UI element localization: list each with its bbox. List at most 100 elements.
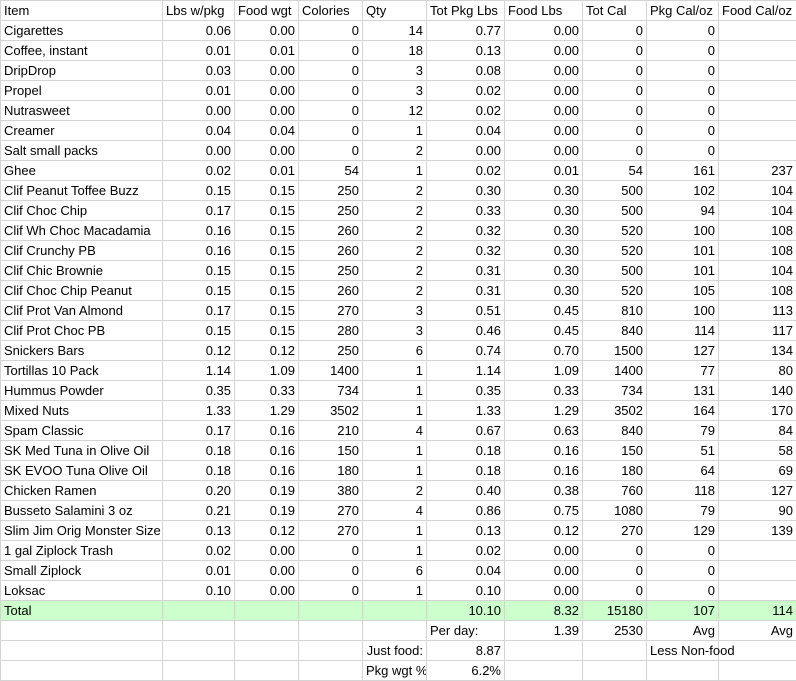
cell: Creamer bbox=[0, 120, 163, 141]
just-food-row: Just food: 8.87 Less Non-food bbox=[0, 640, 796, 661]
cell: 1 bbox=[362, 440, 427, 461]
cell bbox=[234, 620, 299, 641]
cell: Per day: bbox=[426, 620, 505, 641]
cell: Pkg wgt %: bbox=[362, 660, 427, 681]
cell: 0.08 bbox=[426, 60, 505, 81]
cell: 0 bbox=[646, 100, 719, 121]
cell bbox=[298, 660, 363, 681]
cell: 0.00 bbox=[504, 580, 583, 601]
cell: 0.33 bbox=[504, 380, 583, 401]
cell: 0.15 bbox=[162, 280, 235, 301]
summary: Total 10.10 8.32 15180 107 114 Per day: … bbox=[0, 600, 796, 681]
cell: 79 bbox=[646, 500, 719, 521]
cell: 0.35 bbox=[426, 380, 505, 401]
cell: 0.10 bbox=[426, 580, 505, 601]
cell: 0.15 bbox=[234, 220, 299, 241]
cell: 0.00 bbox=[504, 20, 583, 41]
cell: 0 bbox=[298, 120, 363, 141]
cell: 0.00 bbox=[504, 100, 583, 121]
cell: 129 bbox=[646, 520, 719, 541]
cell: 0.00 bbox=[504, 120, 583, 141]
item-row: Busseto Salamini 3 oz 0.21 0.19 270 4 0.86 0.7… bbox=[0, 500, 796, 521]
cell: Busseto Salamini 3 oz bbox=[0, 500, 163, 521]
cell: 0.00 bbox=[234, 140, 299, 161]
cell: 1 bbox=[362, 380, 427, 401]
cell: 118 bbox=[646, 480, 719, 501]
cell: 4 bbox=[362, 500, 427, 521]
cell bbox=[718, 120, 796, 141]
cell bbox=[718, 660, 796, 681]
cell: 64 bbox=[646, 460, 719, 481]
cell bbox=[0, 660, 163, 681]
cell: 1.29 bbox=[234, 400, 299, 421]
cell: 0 bbox=[582, 20, 647, 41]
cell: 77 bbox=[646, 360, 719, 381]
cell bbox=[718, 540, 796, 561]
cell bbox=[234, 600, 299, 621]
cell: 0.18 bbox=[426, 460, 505, 481]
cell bbox=[362, 620, 427, 641]
item-row: Clif Chic Brownie 0.15 0.15 250 2 0.31 0.30 500… bbox=[0, 260, 796, 281]
cell: Lbs w/pkg bbox=[162, 0, 235, 21]
cell: 1 bbox=[362, 580, 427, 601]
cell: 90 bbox=[718, 500, 796, 521]
cell bbox=[298, 600, 363, 621]
cell: 250 bbox=[298, 180, 363, 201]
item-row: Clif Peanut Toffee Buzz 0.15 0.15 250 2 0.30 0… bbox=[0, 180, 796, 201]
item-row: SK Med Tuna in Olive Oil 0.18 0.16 150 1 0.18… bbox=[0, 440, 796, 461]
cell: 0.00 bbox=[504, 80, 583, 101]
cell: 1 bbox=[362, 400, 427, 421]
cell: 0.13 bbox=[162, 520, 235, 541]
cell: 0 bbox=[646, 560, 719, 581]
cell: 0.63 bbox=[504, 420, 583, 441]
cell: 80 bbox=[718, 360, 796, 381]
cell: 0.16 bbox=[162, 220, 235, 241]
cell: 102 bbox=[646, 180, 719, 201]
cell: 0.30 bbox=[504, 200, 583, 221]
cell: 0.13 bbox=[426, 520, 505, 541]
cell: 260 bbox=[298, 220, 363, 241]
cell: 2 bbox=[362, 220, 427, 241]
cell: 0 bbox=[582, 540, 647, 561]
cell bbox=[718, 20, 796, 41]
cell: 6.2% bbox=[426, 660, 505, 681]
cell: 2 bbox=[362, 240, 427, 261]
cell: Avg bbox=[718, 620, 796, 641]
cell: 270 bbox=[298, 300, 363, 321]
cell: 0.15 bbox=[162, 180, 235, 201]
cell: Mixed Nuts bbox=[0, 400, 163, 421]
cell: 0.32 bbox=[426, 220, 505, 241]
cell: 0.12 bbox=[162, 340, 235, 361]
cell: 0.03 bbox=[162, 60, 235, 81]
cell: 520 bbox=[582, 240, 647, 261]
cell: Slim Jim Orig Monster Size bbox=[0, 520, 163, 541]
cell: 734 bbox=[298, 380, 363, 401]
cell: 0.18 bbox=[426, 440, 505, 461]
cell: Tot Pkg Lbs bbox=[426, 0, 505, 21]
cell: 0.06 bbox=[162, 20, 235, 41]
cell: Chicken Ramen bbox=[0, 480, 163, 501]
cell: Tot Cal bbox=[582, 0, 647, 21]
cell: 0 bbox=[298, 20, 363, 41]
cell: 380 bbox=[298, 480, 363, 501]
cell: 101 bbox=[646, 240, 719, 261]
cell: 3 bbox=[362, 320, 427, 341]
cell: 260 bbox=[298, 240, 363, 261]
cell: Pkg Cal/oz bbox=[646, 0, 719, 21]
cell: 0.13 bbox=[426, 40, 505, 61]
cell: Clif Choc Chip Peanut bbox=[0, 280, 163, 301]
cell: 500 bbox=[582, 180, 647, 201]
cell: 0.46 bbox=[426, 320, 505, 341]
cell: Food Lbs bbox=[504, 0, 583, 21]
cell: 0 bbox=[298, 60, 363, 81]
cell: 0.12 bbox=[234, 520, 299, 541]
cell bbox=[0, 620, 163, 641]
cell: 0 bbox=[646, 140, 719, 161]
cell: 1 bbox=[362, 360, 427, 381]
item-row: Nutrasweet 0.00 0.00 0 12 0.02 0.00 0 0 bbox=[0, 100, 796, 121]
cell: Food Cal/oz bbox=[718, 0, 796, 21]
cell: SK Med Tuna in Olive Oil bbox=[0, 440, 163, 461]
cell: 0.00 bbox=[504, 140, 583, 161]
cell: 0 bbox=[582, 60, 647, 81]
cell: 1.39 bbox=[504, 620, 583, 641]
